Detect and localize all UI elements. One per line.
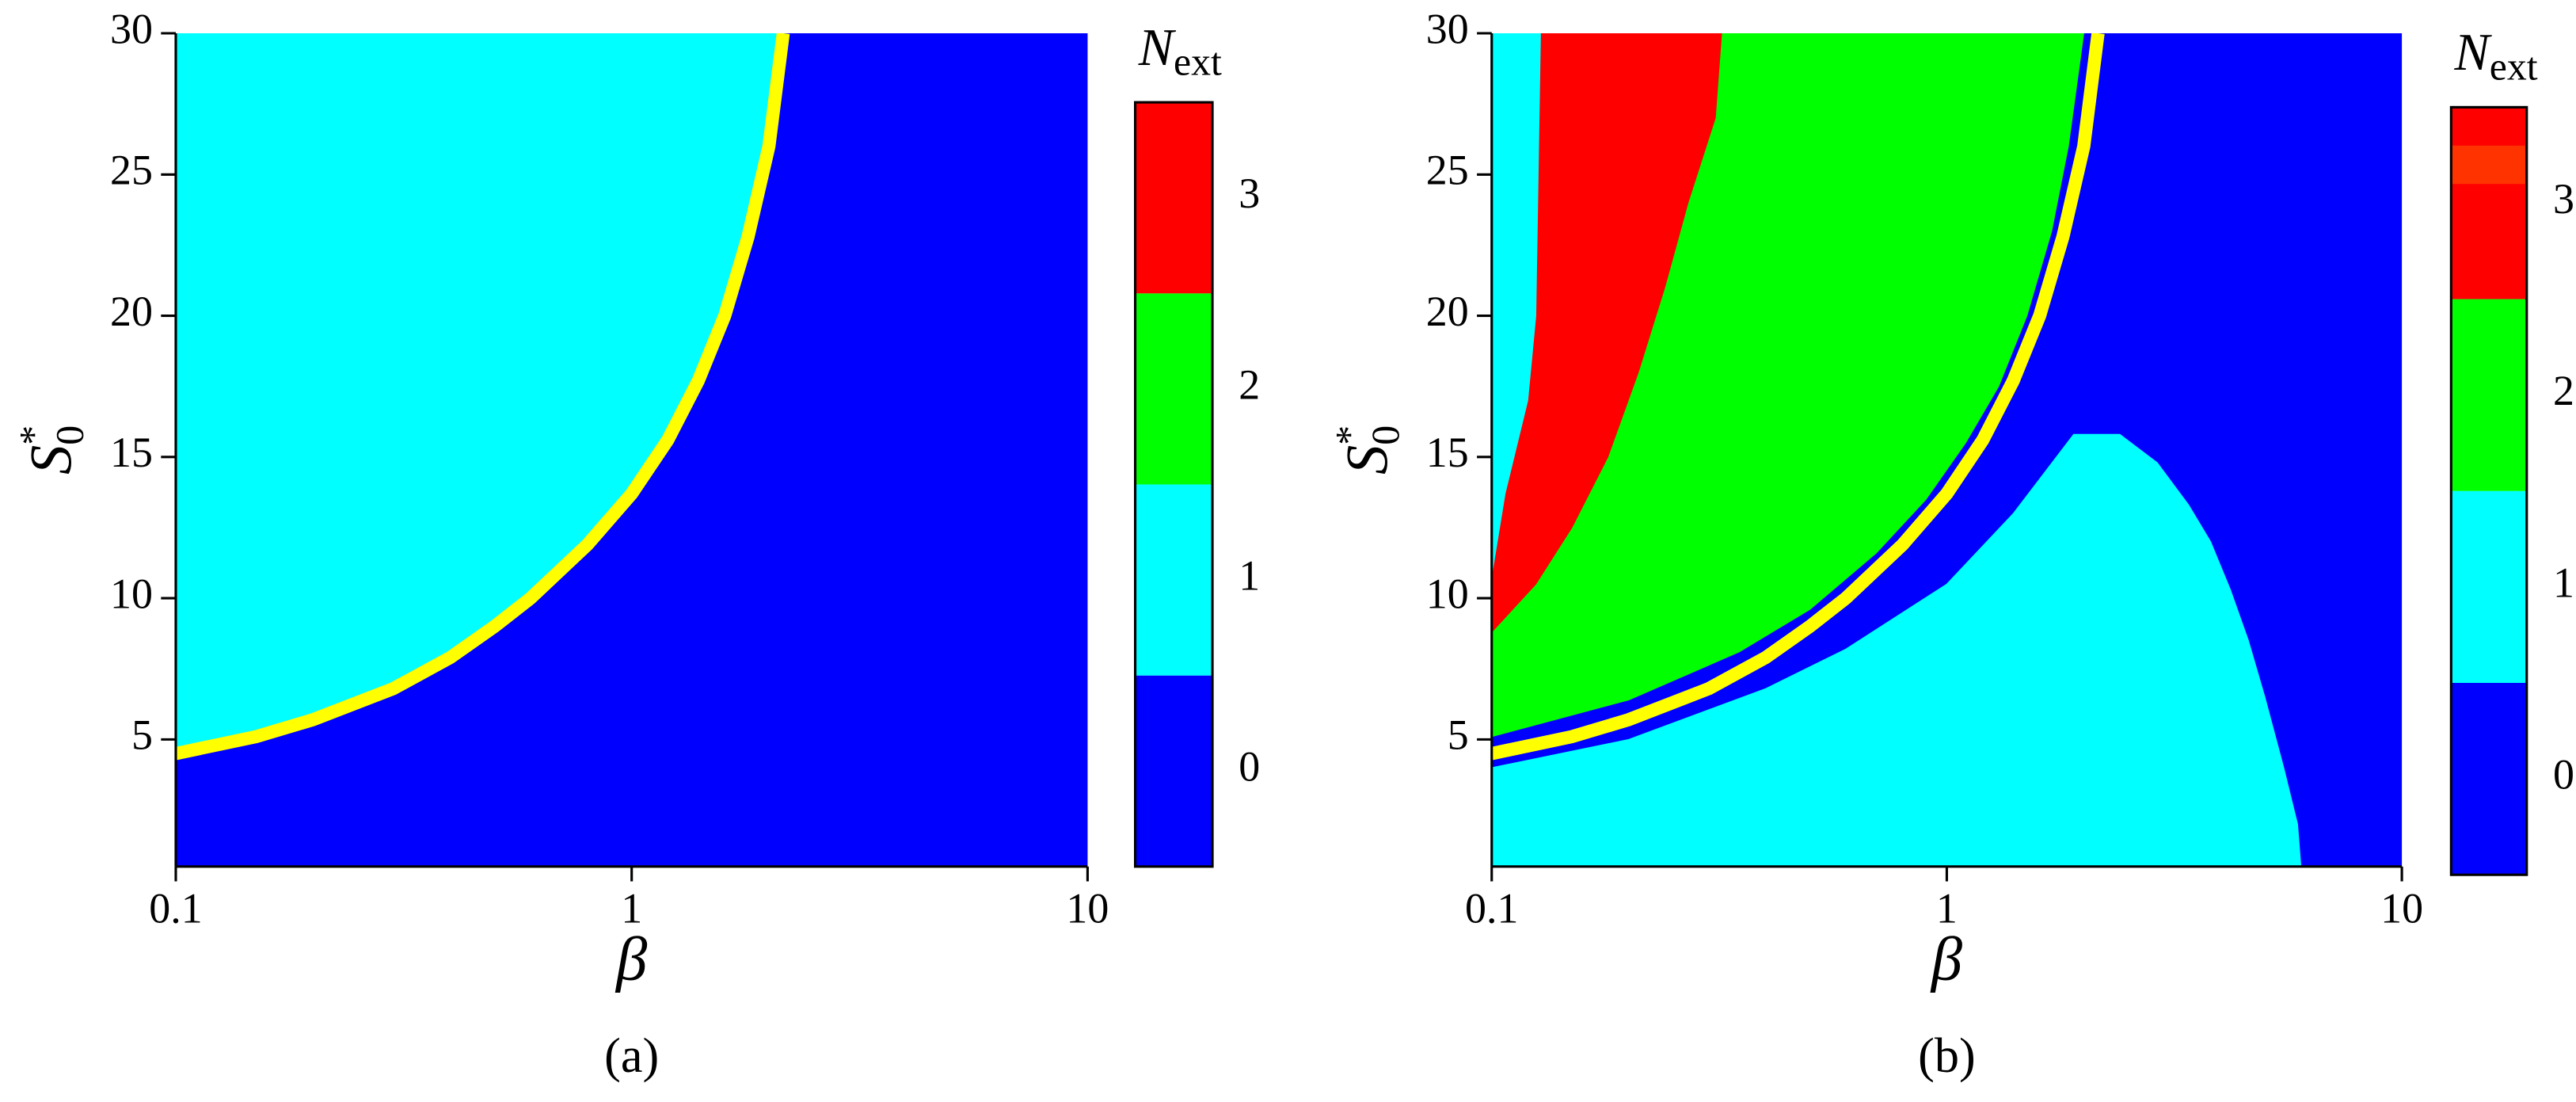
colorbar-tick-label: 0 [2553,750,2574,798]
colorbar-frame [1134,101,1214,868]
x-tick-label: 0.1 [1465,884,1518,932]
x-tick-label: 1 [621,884,642,932]
y-axis-label: S*0 [12,425,92,475]
y-tick-label: 25 [1426,147,1469,194]
y-tick-label: 20 [1426,288,1469,335]
y-tick-label: 15 [110,429,153,476]
y-tick-label: 5 [131,711,153,759]
y-tick-label: 30 [110,5,153,52]
colorbar-band [1135,675,1213,867]
x-axis-label: β [615,925,648,993]
colorbar-tick-label: 3 [2553,175,2574,223]
colorbar-tick-label: 0 [1239,743,1260,791]
colorbar-title-sub: ext [1174,40,1222,84]
y-tick-label: 30 [1426,5,1469,52]
panel-label: (b) [1918,1029,1976,1083]
colorbar-band [2451,490,2527,683]
colorbar-tick-label: 1 [2553,559,2574,606]
y-label-sup: * [12,425,55,445]
y-tick-label: 15 [1426,429,1469,476]
colorbar-band [1135,293,1213,485]
colorbar-band [2451,145,2527,185]
region [1491,32,1541,576]
colorbar-tick-label: 2 [1239,360,1260,408]
region [1491,433,2302,867]
y-axis-label: S*0 [1328,425,1408,475]
y-label-main: S [19,445,85,475]
colorbar-title-sub: ext [2490,45,2538,89]
panel-label: (a) [604,1029,659,1083]
colorbar-title-main: N [1138,19,1177,77]
colorbar-tick-label: 1 [1239,551,1260,599]
y-tick-label: 20 [110,288,153,335]
x-tick-label: 10 [2380,884,2423,932]
x-tick-label: 1 [1936,884,1958,932]
y-tick-label: 10 [110,570,153,617]
x-axis-label: β [1930,925,1963,993]
x-tick-label: 10 [1066,884,1109,932]
colorbar-tick-label: 2 [2553,367,2574,414]
colorbar-title: Next [2453,24,2537,89]
x-tick-label: 0.1 [149,884,202,932]
y-label-main: S [1335,445,1401,475]
colorbar-band [2451,682,2527,875]
plot-area [175,32,1088,867]
y-label-sub: 0 [48,425,92,445]
plot-area [1491,32,2403,867]
y-tick-label: 5 [1448,711,1469,759]
y-label-sup: * [1328,425,1372,445]
colorbar-band [1135,102,1213,294]
y-label-sub: 0 [1364,425,1408,445]
colorbar-band [2451,299,2527,491]
colorbar-band [1135,484,1213,676]
colorbar-tick-label: 3 [1239,170,1260,217]
colorbar-title: Next [1138,19,1222,84]
y-tick-label: 10 [1426,570,1469,617]
boundary-curve [175,32,790,761]
colorbar-band [2451,107,2527,299]
y-tick-label: 25 [110,147,153,194]
boundary-curve [1491,32,2105,761]
colorbar-title-main: N [2453,24,2492,82]
colorbar-frame [2449,105,2528,876]
